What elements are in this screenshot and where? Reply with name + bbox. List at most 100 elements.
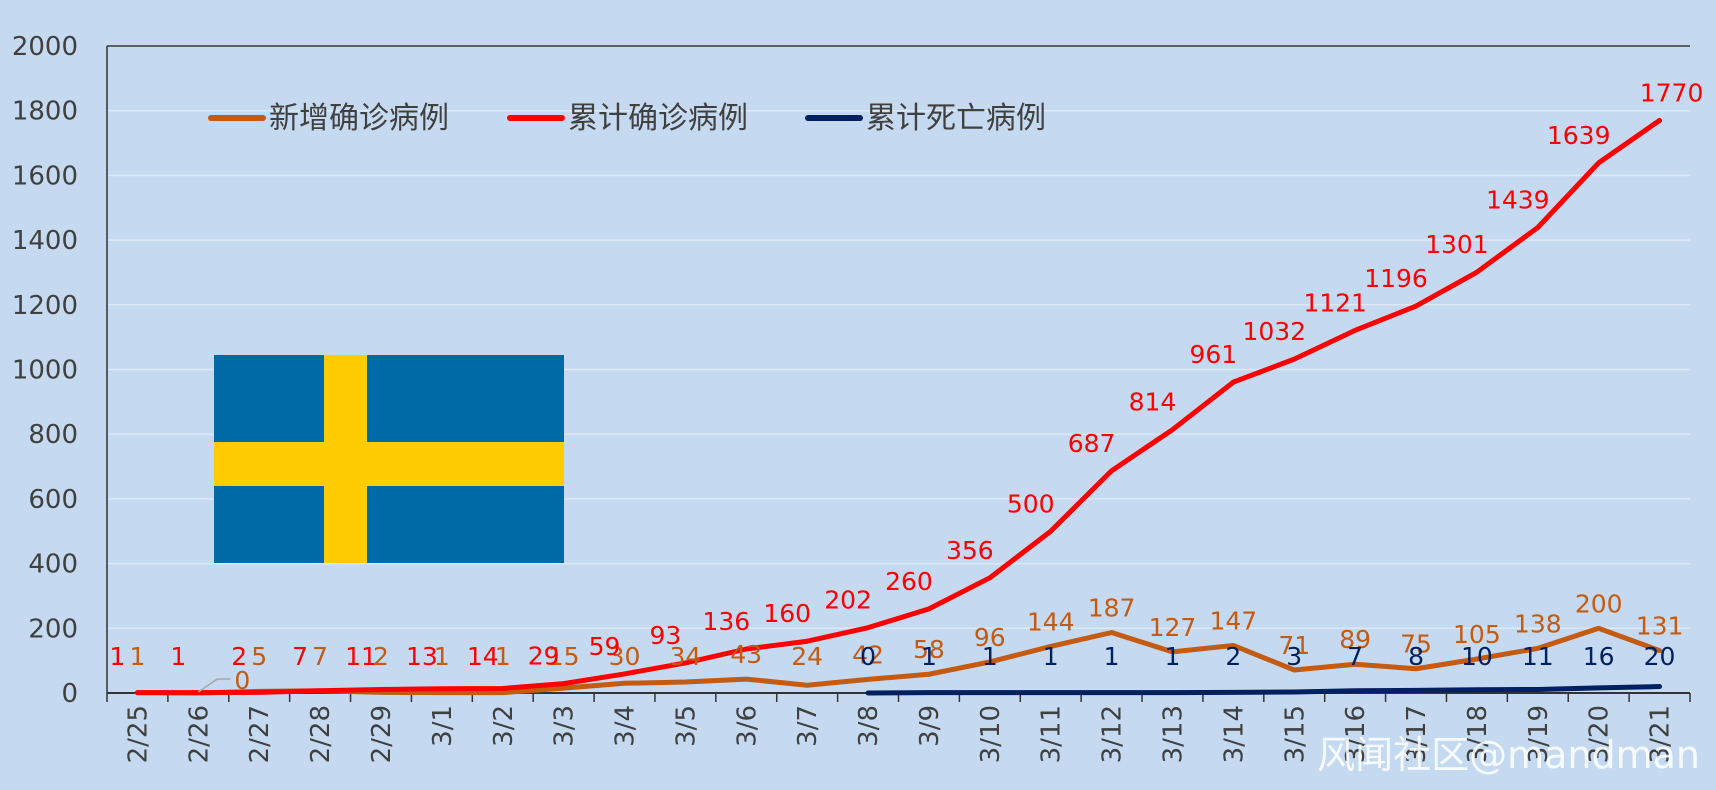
legend: 新增确诊病例 累计确诊病例 累计死亡病例 (208, 101, 1046, 136)
leader-line (197, 678, 231, 693)
x-tick-label: 3/2 (489, 705, 519, 747)
data-label: 105 (1453, 620, 1501, 649)
y-tick-label: 0 (61, 679, 78, 709)
data-label: 1439 (1486, 185, 1550, 214)
sweden-flag (214, 355, 564, 563)
data-label: 187 (1088, 594, 1136, 623)
y-tick-label: 400 (28, 550, 78, 580)
y-tick-label: 1400 (12, 226, 78, 256)
data-label: 356 (946, 536, 994, 565)
series-line (134, 117, 1663, 696)
series-line (134, 625, 1663, 696)
x-tick-label: 2/25 (123, 705, 153, 763)
data-label: 200 (1575, 589, 1623, 618)
data-label: 71 (1278, 631, 1310, 660)
series-lines (134, 117, 1663, 696)
x-tick-label: 3/8 (854, 705, 884, 747)
flag-cross-horizontal (214, 442, 564, 486)
data-label: 1 (129, 642, 145, 671)
data-label: 1 (921, 642, 937, 671)
data-label: 1 (982, 642, 998, 671)
data-label: 11 (1522, 642, 1554, 671)
x-tick-label: 2/27 (245, 705, 275, 763)
data-label: 127 (1149, 613, 1197, 642)
data-label: 43 (730, 640, 762, 669)
data-label: 1 (1104, 642, 1120, 671)
data-label: 34 (669, 642, 701, 671)
data-label: 11 (345, 642, 377, 671)
data-label: 96 (974, 623, 1006, 652)
data-label: 42 (852, 640, 884, 669)
series-line (865, 684, 1663, 696)
x-tick-label: 2/26 (184, 705, 214, 763)
x-tick-label: 3/19 (1524, 705, 1554, 763)
data-label: 136 (702, 607, 750, 636)
y-tick-label: 2000 (12, 32, 78, 62)
x-tick-label: 3/13 (1158, 705, 1188, 763)
data-label: 20 (1644, 642, 1676, 671)
legend-label: 新增确诊病例 (269, 101, 449, 136)
legend-label: 累计确诊病例 (568, 101, 748, 136)
data-label: 202 (824, 586, 872, 615)
data-label: 1770 (1640, 78, 1704, 107)
data-label: 687 (1068, 429, 1116, 458)
y-axis-ticks: 0 200 400 600 800 1000 1200 1400 1600 1800 2000 (12, 32, 78, 709)
y-tick-label: 1800 (12, 97, 78, 127)
x-tick-label: 3/3 (550, 705, 580, 747)
data-label: 2 (231, 642, 247, 671)
data-label: 93 (649, 621, 681, 650)
y-tick-label: 800 (28, 420, 78, 450)
data-label: 24 (791, 642, 823, 671)
x-tick-label: 3/16 (1341, 705, 1371, 763)
data-label: 138 (1514, 609, 1562, 638)
x-tick-label: 3/14 (1219, 705, 1249, 763)
data-label: 1639 (1547, 121, 1611, 150)
x-tick-label: 3/21 (1646, 705, 1676, 763)
x-tick-label: 3/12 (1098, 705, 1128, 763)
data-label: 7 (312, 642, 328, 671)
x-tick-label: 3/10 (976, 705, 1006, 763)
data-label: 1 (1043, 642, 1059, 671)
data-label: 29 (528, 642, 560, 671)
x-tick-label: 3/15 (1280, 705, 1310, 763)
x-tick-label: 2/28 (306, 705, 336, 763)
data-label: 8 (1408, 642, 1424, 671)
x-tick-label: 3/1 (428, 705, 458, 747)
x-tick-label: 3/6 (732, 705, 762, 747)
data-label: 58 (913, 635, 945, 664)
legend-label: 累计死亡病例 (866, 101, 1046, 136)
data-label: 5 (251, 642, 267, 671)
data-label: 1196 (1364, 264, 1428, 293)
x-tick-label: 3/9 (915, 705, 945, 747)
x-tick-label: 3/5 (671, 705, 701, 747)
data-label: 14 (467, 642, 499, 671)
data-label: 1032 (1242, 317, 1306, 346)
data-label: 2 (1225, 642, 1241, 671)
data-label: 7 (1347, 642, 1363, 671)
data-label: 500 (1007, 489, 1055, 518)
x-tick-label: 3/20 (1585, 705, 1615, 763)
data-label: 1 (434, 642, 450, 671)
data-label: 131 (1636, 612, 1684, 641)
y-tick-label: 1000 (12, 356, 78, 386)
x-tick-label: 3/17 (1402, 705, 1432, 763)
x-tick-label: 3/11 (1037, 705, 1067, 763)
data-label: 10 (1461, 642, 1493, 671)
data-label: 1 (495, 642, 511, 671)
data-label: 1121 (1303, 288, 1367, 317)
data-label: 3 (1286, 642, 1302, 671)
data-label: 16 (1583, 642, 1615, 671)
data-label: 144 (1027, 607, 1075, 636)
data-label: 0 (234, 666, 250, 695)
data-label: 1 (109, 642, 125, 671)
data-label: 814 (1129, 388, 1177, 417)
y-tick-label: 200 (28, 614, 78, 644)
data-label: 7 (292, 642, 308, 671)
data-label: 1 (170, 642, 186, 671)
x-tick-label: 3/18 (1463, 705, 1493, 763)
y-tick-label: 1600 (12, 161, 78, 191)
data-label: 0 (860, 642, 876, 671)
data-label: 15 (548, 642, 580, 671)
